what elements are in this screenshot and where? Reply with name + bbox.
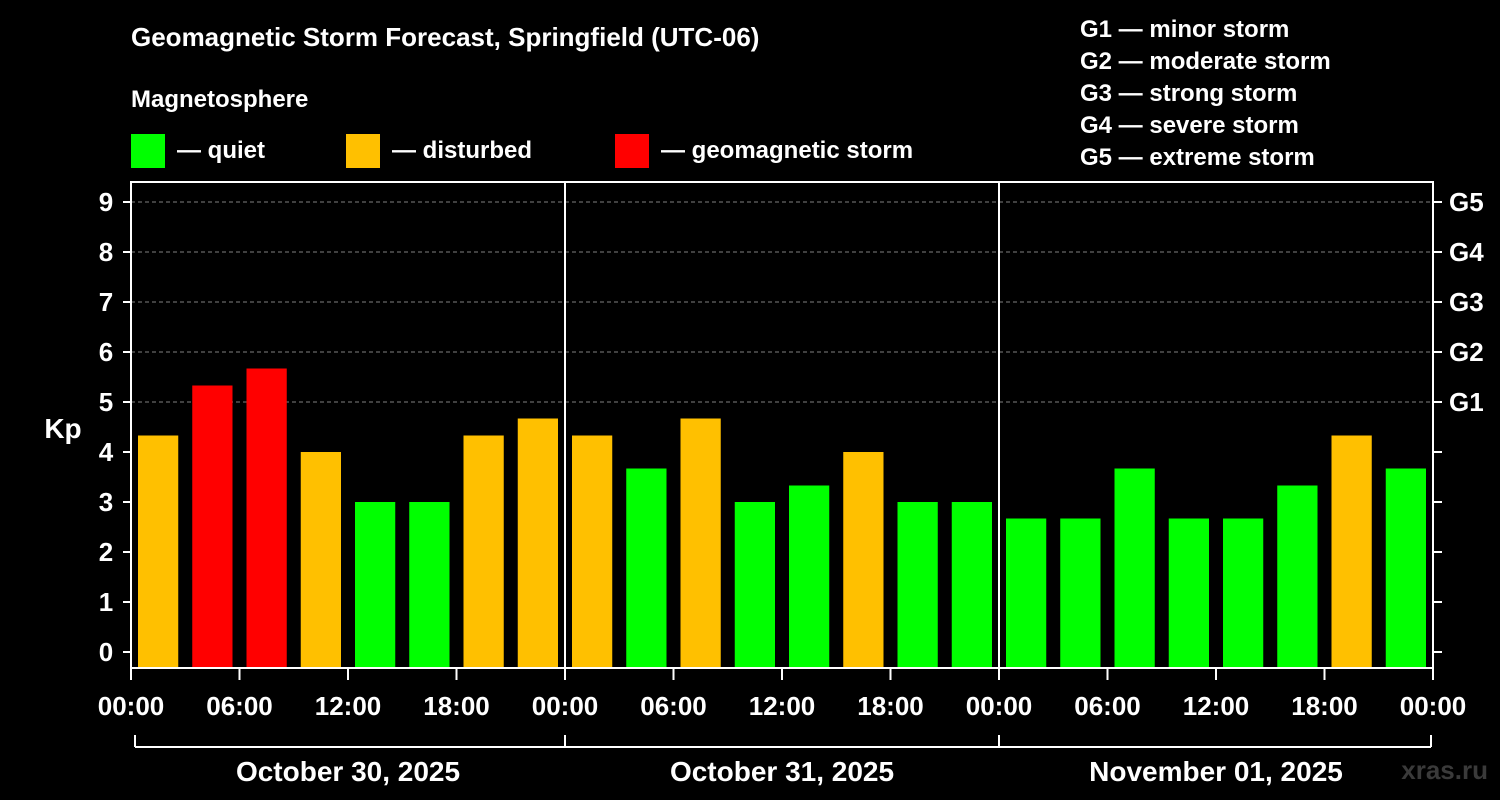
legend-storm: — geomagnetic storm <box>615 134 913 168</box>
x-tick-label-10: 12:00 <box>1183 691 1250 721</box>
g-tick-label-g3: G3 <box>1449 287 1484 317</box>
kp-bar-9 <box>626 468 667 668</box>
storm-level-g3: G3 — strong storm <box>1080 80 1298 107</box>
kp-bar-1 <box>192 385 233 668</box>
kp-bar-15 <box>951 502 992 668</box>
x-tick-label-2: 12:00 <box>315 691 382 721</box>
kp-bar-18 <box>1114 468 1155 668</box>
kp-bar-5 <box>409 502 450 668</box>
x-tick-label-8: 00:00 <box>966 691 1033 721</box>
kp-bar-3 <box>300 452 341 668</box>
g-tick-label-g1: G1 <box>1449 387 1484 417</box>
legend-disturbed-swatch <box>346 134 380 168</box>
day-label-0: October 30, 2025 <box>236 756 460 787</box>
x-tick-label-12: 00:00 <box>1400 691 1467 721</box>
kp-bar-0 <box>138 435 179 668</box>
x-tick-label-11: 18:00 <box>1291 691 1358 721</box>
y-tick-label-4: 4 <box>99 437 114 467</box>
kp-bar-10 <box>680 418 721 668</box>
y-tick-label-3: 3 <box>99 487 113 517</box>
kp-bar-23 <box>1385 468 1426 668</box>
y-tick-label-9: 9 <box>99 187 113 217</box>
kp-bar-21 <box>1277 485 1318 668</box>
y-tick-label-2: 2 <box>99 537 113 567</box>
y-tick-label-1: 1 <box>99 587 113 617</box>
y-tick-label-8: 8 <box>99 237 113 267</box>
x-tick-label-5: 06:00 <box>640 691 707 721</box>
g-tick-label-g4: G4 <box>1449 237 1484 267</box>
legend-subtitle: Magnetosphere <box>131 86 309 113</box>
storm-level-list: G1 — minor storm G2 — moderate storm G3 … <box>1080 14 1331 174</box>
day-label-2: November 01, 2025 <box>1089 756 1343 787</box>
day-label-1: October 31, 2025 <box>670 756 894 787</box>
x-tick-label-1: 06:00 <box>206 691 273 721</box>
watermark: xras.ru <box>1401 755 1488 785</box>
legend-disturbed-label: — disturbed <box>392 137 533 164</box>
x-tick-label-0: 00:00 <box>98 691 165 721</box>
legend-storm-swatch <box>615 134 649 168</box>
storm-level-g4: G4 — severe storm <box>1080 112 1299 139</box>
y-tick-label-5: 5 <box>99 387 113 417</box>
kp-bar-4 <box>355 502 396 668</box>
y-tick-label-0: 0 <box>99 637 113 667</box>
kp-bar-22 <box>1331 435 1372 668</box>
storm-level-g1: G1 — minor storm <box>1080 16 1290 43</box>
kp-bar-6 <box>463 435 504 668</box>
kp-bar-20 <box>1223 518 1264 668</box>
kp-bar-19 <box>1168 518 1209 668</box>
kp-bar-8 <box>572 435 613 668</box>
x-tick-label-3: 18:00 <box>423 691 490 721</box>
legend-disturbed: — disturbed <box>346 134 532 168</box>
storm-level-g5: G5 — extreme storm <box>1080 144 1315 171</box>
chart-title: Geomagnetic Storm Forecast, Springfield … <box>131 22 760 52</box>
legend-quiet: — quiet <box>131 134 265 168</box>
storm-level-g2: G2 — moderate storm <box>1080 48 1331 75</box>
x-tick-label-9: 06:00 <box>1074 691 1141 721</box>
kp-bar-2 <box>246 368 287 668</box>
kp-bar-7 <box>517 418 558 668</box>
x-tick-label-4: 00:00 <box>532 691 599 721</box>
kp-bar-16 <box>1006 518 1047 668</box>
g-tick-label-g2: G2 <box>1449 337 1484 367</box>
g-tick-label-g5: G5 <box>1449 187 1484 217</box>
x-tick-label-6: 12:00 <box>749 691 816 721</box>
kp-bar-11 <box>734 502 775 668</box>
legend-storm-label: — geomagnetic storm <box>661 137 914 164</box>
legend-quiet-label: — quiet <box>177 137 265 164</box>
kp-bar-12 <box>789 485 830 668</box>
legend-quiet-swatch <box>131 134 165 168</box>
kp-bar-17 <box>1060 518 1101 668</box>
kp-bar-14 <box>897 502 938 668</box>
y-tick-label-7: 7 <box>99 287 113 317</box>
x-tick-label-7: 18:00 <box>857 691 924 721</box>
y-axis-label: Kp <box>44 413 81 444</box>
kp-bar-13 <box>843 452 884 668</box>
y-tick-label-6: 6 <box>99 337 113 367</box>
